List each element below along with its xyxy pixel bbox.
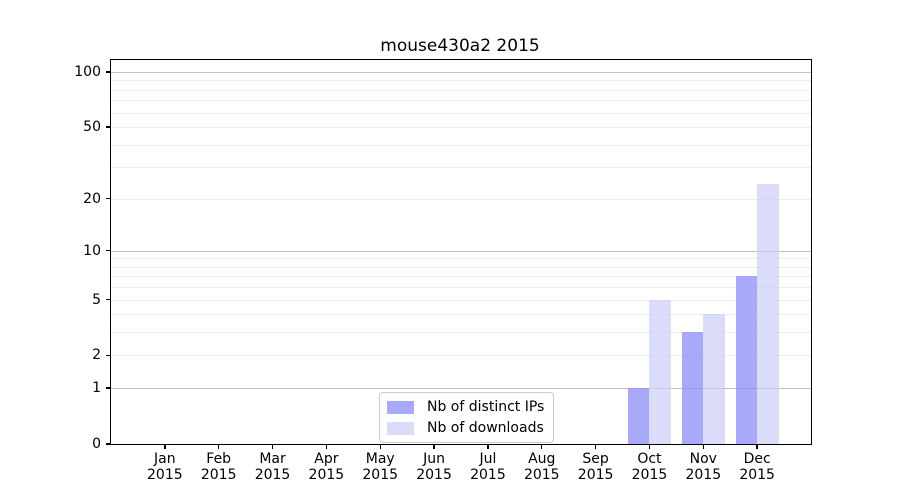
x-tick-feb — [217, 444, 220, 449]
x-tick-sep — [594, 444, 597, 449]
major-gridline-10 — [111, 250, 811, 252]
y-tick-label-20: 20 — [83, 190, 101, 207]
y-tick-label-0: 0 — [92, 436, 101, 452]
y-tick-2 — [106, 354, 110, 357]
legend-swatch-distinct-ips — [387, 400, 414, 414]
x-tick-nov — [702, 444, 704, 449]
minor-gridline-60 — [111, 112, 811, 114]
y-tick-label-2: 2 — [92, 347, 101, 364]
x-tick-label-aug: Aug 2015 — [523, 451, 560, 483]
x-tick-mar — [271, 444, 274, 449]
x-tick-jul — [487, 444, 489, 449]
legend-swatch-downloads — [387, 421, 414, 435]
minor-gridline-30 — [111, 167, 811, 169]
legend-item-distinct-ips: Nb of distinct IPs — [387, 400, 544, 414]
minor-gridline-20 — [111, 198, 811, 200]
x-tick-label-nov: Nov 2015 — [685, 451, 722, 483]
bar-distinct-ips-oct — [627, 388, 650, 444]
y-tick-label-1: 1 — [92, 380, 101, 397]
x-tick-label-dec: Dec 2015 — [739, 451, 775, 483]
minor-gridline-6 — [111, 287, 811, 289]
x-tick-label-sep: Sep 2015 — [577, 451, 614, 483]
minor-gridline-3 — [111, 332, 811, 334]
minor-gridline-90 — [111, 80, 811, 82]
x-tick-dec — [756, 444, 758, 449]
minor-gridline-7 — [111, 276, 811, 278]
y-tick-5 — [106, 298, 110, 301]
y-tick-label-100: 100 — [74, 63, 101, 80]
major-gridline-100 — [111, 71, 811, 73]
x-tick-apr — [325, 444, 328, 449]
y-tick-0 — [106, 443, 110, 445]
minor-gridline-8 — [111, 266, 811, 268]
bar-downloads-nov — [703, 314, 725, 444]
legend: Nb of distinct IPs Nb of downloads — [379, 392, 555, 443]
legend-label-downloads: Nb of downloads — [427, 420, 544, 436]
y-tick-100 — [106, 71, 110, 73]
x-tick-label-jan: Jan 2015 — [147, 451, 183, 483]
x-tick-label-feb: Feb 2015 — [200, 451, 237, 483]
x-tick-label-jul: Jul 2015 — [470, 451, 506, 483]
minor-gridline-80 — [111, 89, 811, 91]
x-tick-oct — [648, 444, 651, 449]
minor-gridline-70 — [111, 100, 811, 102]
x-tick-aug — [541, 444, 543, 449]
y-tick-10 — [106, 249, 110, 252]
y-tick-label-50: 50 — [83, 118, 101, 135]
chart-title: mouse430a2 2015 — [380, 36, 540, 56]
legend-label-distinct-ips: Nb of distinct IPs — [427, 399, 545, 415]
x-tick-label-apr: Apr 2015 — [308, 451, 345, 483]
minor-gridline-9 — [111, 258, 811, 260]
minor-gridline-2 — [111, 355, 811, 357]
x-tick-jan — [164, 444, 166, 449]
x-tick-may — [379, 444, 381, 449]
minor-gridline-50 — [111, 126, 811, 128]
y-tick-50 — [106, 126, 110, 128]
y-tick-1 — [106, 387, 110, 389]
x-tick-label-jun: Jun 2015 — [416, 451, 452, 483]
legend-item-downloads: Nb of downloads — [387, 421, 544, 435]
y-tick-20 — [106, 197, 110, 200]
bar-distinct-ips-nov — [681, 332, 704, 444]
minor-gridline-40 — [111, 144, 811, 146]
bar-downloads-dec — [757, 184, 779, 444]
plot-area: 100 50 20 10 5 2 1 0 Jan 2015 Feb 2015 Mar 2015 Apr 201… — [74, 59, 812, 483]
minor-gridline-5 — [111, 299, 811, 301]
x-tick-label-oct: Oct 2015 — [631, 451, 668, 483]
x-tick-label-mar: Mar 2015 — [254, 451, 291, 483]
bar-downloads-oct — [649, 299, 671, 444]
y-tick-label-10: 10 — [83, 242, 101, 259]
y-tick-label-5: 5 — [92, 291, 101, 308]
major-gridline-1 — [111, 388, 811, 390]
bar-distinct-ips-dec — [735, 276, 758, 444]
x-tick-label-may: May 2015 — [362, 451, 399, 483]
minor-gridline-4 — [111, 314, 811, 316]
x-tick-jun — [433, 444, 435, 449]
